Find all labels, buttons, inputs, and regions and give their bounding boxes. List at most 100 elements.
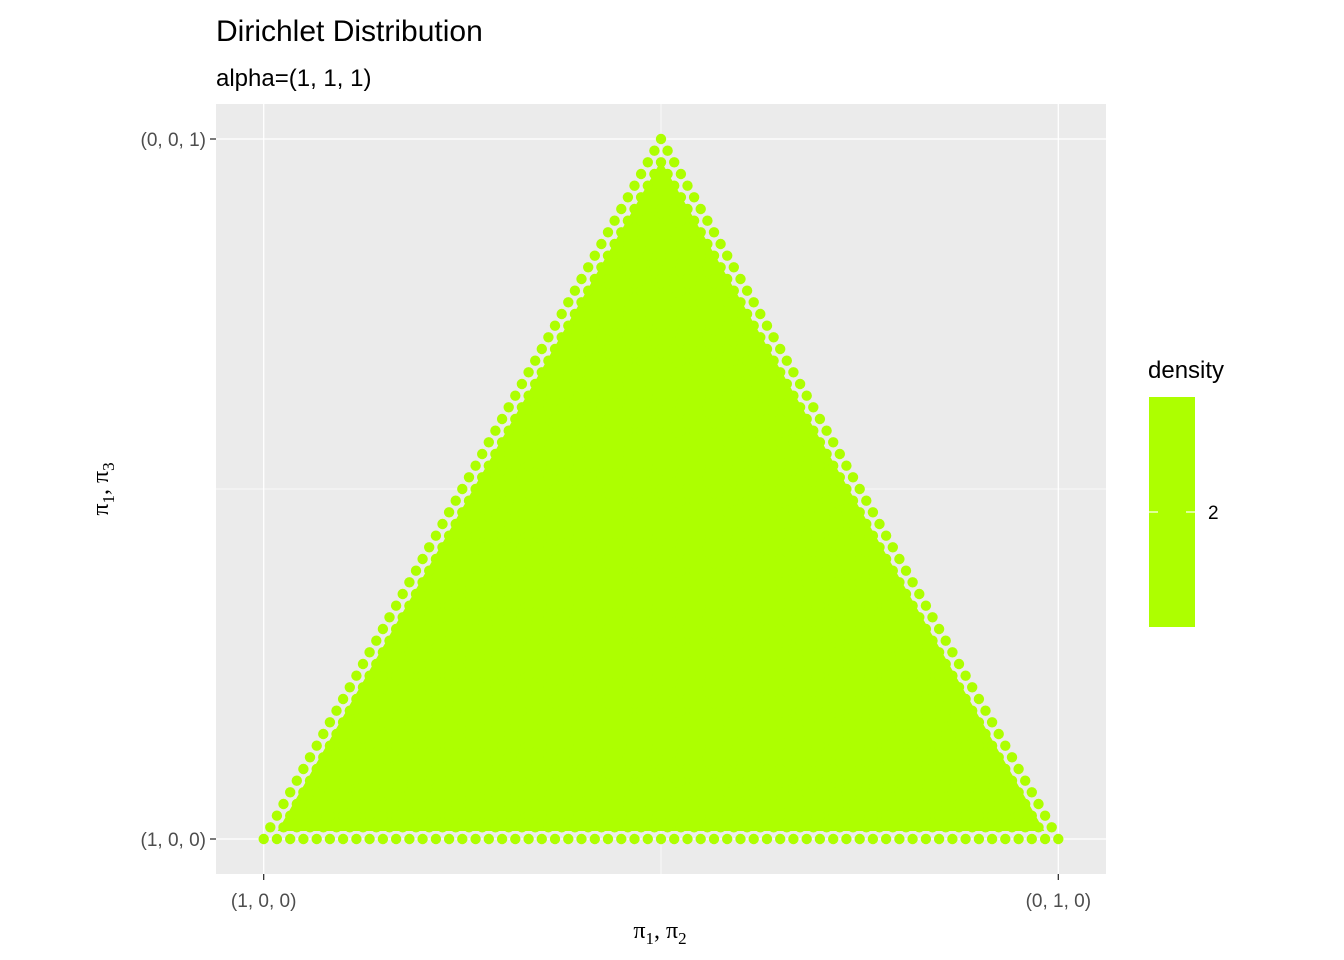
- density-point-618: [596, 285, 607, 296]
- density-point-1865: [311, 787, 322, 798]
- density-point-986: [808, 822, 819, 833]
- density-point-935: [768, 728, 779, 740]
- density-point-98: [894, 577, 905, 588]
- density-point-710: [867, 787, 879, 798]
- density-point-578: [675, 402, 687, 413]
- density-point-1470: [536, 670, 547, 681]
- density-point-1798: [424, 822, 435, 833]
- density-point-799: [801, 717, 812, 728]
- density-point-895: [808, 775, 819, 786]
- density-point-353: [629, 227, 640, 238]
- density-point-1849: [331, 775, 342, 786]
- density-point-513: [596, 238, 607, 250]
- density-point-792: [755, 635, 766, 646]
- density-point-1673: [477, 752, 488, 763]
- density-point-1783: [430, 810, 442, 821]
- density-point-1120: [569, 495, 581, 506]
- density-point-1678: [510, 810, 521, 821]
- density-point-485: [768, 518, 779, 530]
- density-point-461: [609, 238, 620, 250]
- density-point-967: [682, 600, 693, 611]
- density-point-1498: [523, 670, 534, 681]
- density-point-1439: [536, 647, 547, 658]
- density-point-426: [741, 448, 753, 460]
- density-point-821: [629, 437, 640, 448]
- density-point-1222: [722, 810, 733, 821]
- density-point-881: [715, 612, 726, 623]
- density-point-275: [874, 612, 885, 623]
- density-point-305: [688, 308, 700, 320]
- density-point-497: [847, 658, 859, 670]
- density-point-1243: [609, 635, 620, 646]
- density-point-1653: [496, 763, 508, 775]
- density-point-103: [927, 635, 938, 646]
- density-point-773: [629, 413, 640, 425]
- density-point-942: [814, 810, 826, 821]
- density-point-55: [1019, 775, 1031, 786]
- density-point-793: [761, 647, 773, 658]
- density-point-239: [635, 192, 647, 203]
- density-point-885: [741, 658, 753, 670]
- density-point-1728: [424, 728, 435, 740]
- density-point-837: [735, 623, 746, 635]
- density-point-1888: [265, 822, 276, 833]
- density-point-340: [920, 717, 932, 728]
- density-point-784: [702, 542, 713, 553]
- density-point-639: [735, 530, 746, 541]
- density-point-457: [947, 810, 958, 821]
- density-point-46: [960, 670, 971, 681]
- density-point-1444: [569, 705, 581, 716]
- density-point-475: [702, 402, 713, 413]
- density-point-36: [894, 553, 905, 565]
- density-point-95: [874, 542, 885, 553]
- density-point-1735: [470, 810, 481, 821]
- density-point-1852: [351, 810, 362, 821]
- density-point-632: [688, 448, 700, 460]
- density-point-1485: [437, 518, 448, 530]
- density-point-516: [616, 273, 627, 285]
- density-point-394: [900, 705, 912, 716]
- density-point-1556: [530, 728, 541, 740]
- density-point-959: [629, 507, 640, 518]
- density-point-763: [563, 297, 574, 308]
- density-point-322: [801, 507, 812, 518]
- density-point-254: [735, 367, 746, 378]
- density-point-1453: [629, 810, 640, 821]
- density-point-1078: [563, 460, 574, 471]
- density-point-1311: [576, 623, 587, 635]
- density-point-1115: [536, 437, 547, 448]
- density-point-987: [814, 833, 826, 845]
- density-point-9: [715, 238, 726, 250]
- density-point-1859: [331, 798, 342, 810]
- density-point-1377: [556, 635, 567, 646]
- density-point-249: [702, 308, 713, 320]
- density-point-1489: [463, 565, 475, 576]
- density-point-260: [775, 437, 786, 448]
- density-point-63: [662, 168, 673, 180]
- density-point-315: [755, 425, 766, 436]
- density-point-630: [675, 425, 687, 436]
- density-point-1494: [496, 623, 508, 635]
- density-point-620: [609, 308, 620, 320]
- density-point-227: [947, 717, 958, 728]
- density-point-460: [602, 227, 614, 238]
- density-point-110: [973, 717, 985, 728]
- density-point-523: [662, 355, 673, 366]
- density-point-550: [841, 670, 852, 681]
- density-point-939: [794, 775, 806, 786]
- density-point-1368: [496, 530, 508, 541]
- density-point-862: [589, 390, 600, 401]
- density-point-1050: [655, 600, 667, 611]
- density-point-1518: [463, 588, 475, 600]
- density-point-983: [788, 787, 799, 798]
- density-point-19: [781, 355, 792, 366]
- density-point-400: [940, 775, 951, 786]
- density-point-1611: [543, 798, 554, 810]
- density-point-33: [874, 518, 885, 530]
- density-point-325: [821, 542, 832, 553]
- density-point-1458: [457, 530, 468, 541]
- density-point-39: [914, 588, 925, 600]
- density-point-344: [947, 763, 958, 775]
- density-point-1535: [576, 787, 587, 798]
- density-point-601: [828, 670, 839, 681]
